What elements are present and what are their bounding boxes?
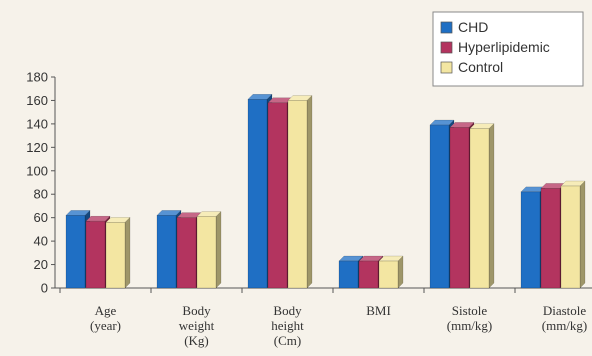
- category-label: Diastole (mm/kg): [542, 303, 588, 333]
- bar-control-1: [196, 210, 222, 289]
- bar-side: [215, 210, 222, 289]
- y-tick-label: 40: [34, 234, 48, 249]
- category-labels: Age (year) Body weight (Kg) Body height (Cm) BMI…: [90, 303, 587, 348]
- legend-item-control: Control: [440, 59, 503, 75]
- bar-front: [85, 220, 106, 289]
- bar-side: [306, 94, 313, 289]
- legend-box: [432, 11, 584, 87]
- bar-front: [449, 127, 470, 289]
- category-label: BMI: [366, 303, 391, 318]
- bar-control-5: [560, 180, 586, 289]
- y-tick-label: 180: [26, 70, 48, 85]
- category-label: Body weight (Kg): [179, 303, 215, 348]
- legend-swatch: [440, 41, 453, 54]
- y-tick-label: 60: [34, 210, 48, 225]
- y-tick-label: 80: [34, 187, 48, 202]
- bar-side: [397, 255, 404, 289]
- bars: [65, 93, 586, 289]
- y-tick-label: 100: [26, 163, 48, 178]
- y-tick-label: 120: [26, 140, 48, 155]
- legend-label: CHD: [458, 19, 488, 35]
- legend-label: Control: [458, 59, 503, 75]
- legend-swatch: [440, 61, 453, 74]
- bar-front: [176, 217, 197, 289]
- legend-item-chd: CHD: [440, 19, 488, 35]
- bar-front: [520, 191, 541, 289]
- y-tick-label: 160: [26, 93, 48, 108]
- axes: 0 20 40 60 80 100 120 140 160 180: [26, 70, 592, 296]
- bar-front: [105, 222, 126, 289]
- bar-side: [488, 122, 495, 289]
- legend: CHD Hyperlipidemic Control: [432, 11, 584, 87]
- bar-front: [560, 185, 581, 289]
- bar-side: [124, 216, 131, 289]
- y-tick-label: 140: [26, 116, 48, 131]
- bar-front: [196, 216, 217, 289]
- bar-front: [540, 188, 561, 289]
- bar-front: [65, 215, 86, 289]
- category-label: Body height (Cm): [271, 303, 304, 348]
- bar-front: [378, 260, 399, 289]
- y-tick-label: 0: [41, 281, 48, 296]
- bar-front: [469, 128, 490, 289]
- bar-front: [429, 124, 450, 289]
- bar-front: [287, 100, 308, 289]
- category-label: Age (year): [90, 303, 121, 333]
- bar-front: [267, 102, 288, 289]
- bar-front: [247, 99, 268, 289]
- bar-front: [338, 260, 359, 289]
- y-tick-label: 20: [34, 257, 48, 272]
- legend-label: Hyperlipidemic: [458, 39, 550, 55]
- category-label: Sistole (mm/kg): [447, 303, 493, 333]
- bar-control-3: [378, 255, 404, 289]
- bar-control-0: [105, 216, 131, 289]
- bar-control-2: [287, 94, 313, 289]
- legend-item-hyperlipidemic: Hyperlipidemic: [440, 39, 550, 55]
- bar-control-4: [469, 122, 495, 289]
- bar-front: [156, 215, 177, 289]
- bar-front: [358, 260, 379, 289]
- bar-side: [579, 180, 586, 289]
- legend-swatch: [440, 21, 453, 34]
